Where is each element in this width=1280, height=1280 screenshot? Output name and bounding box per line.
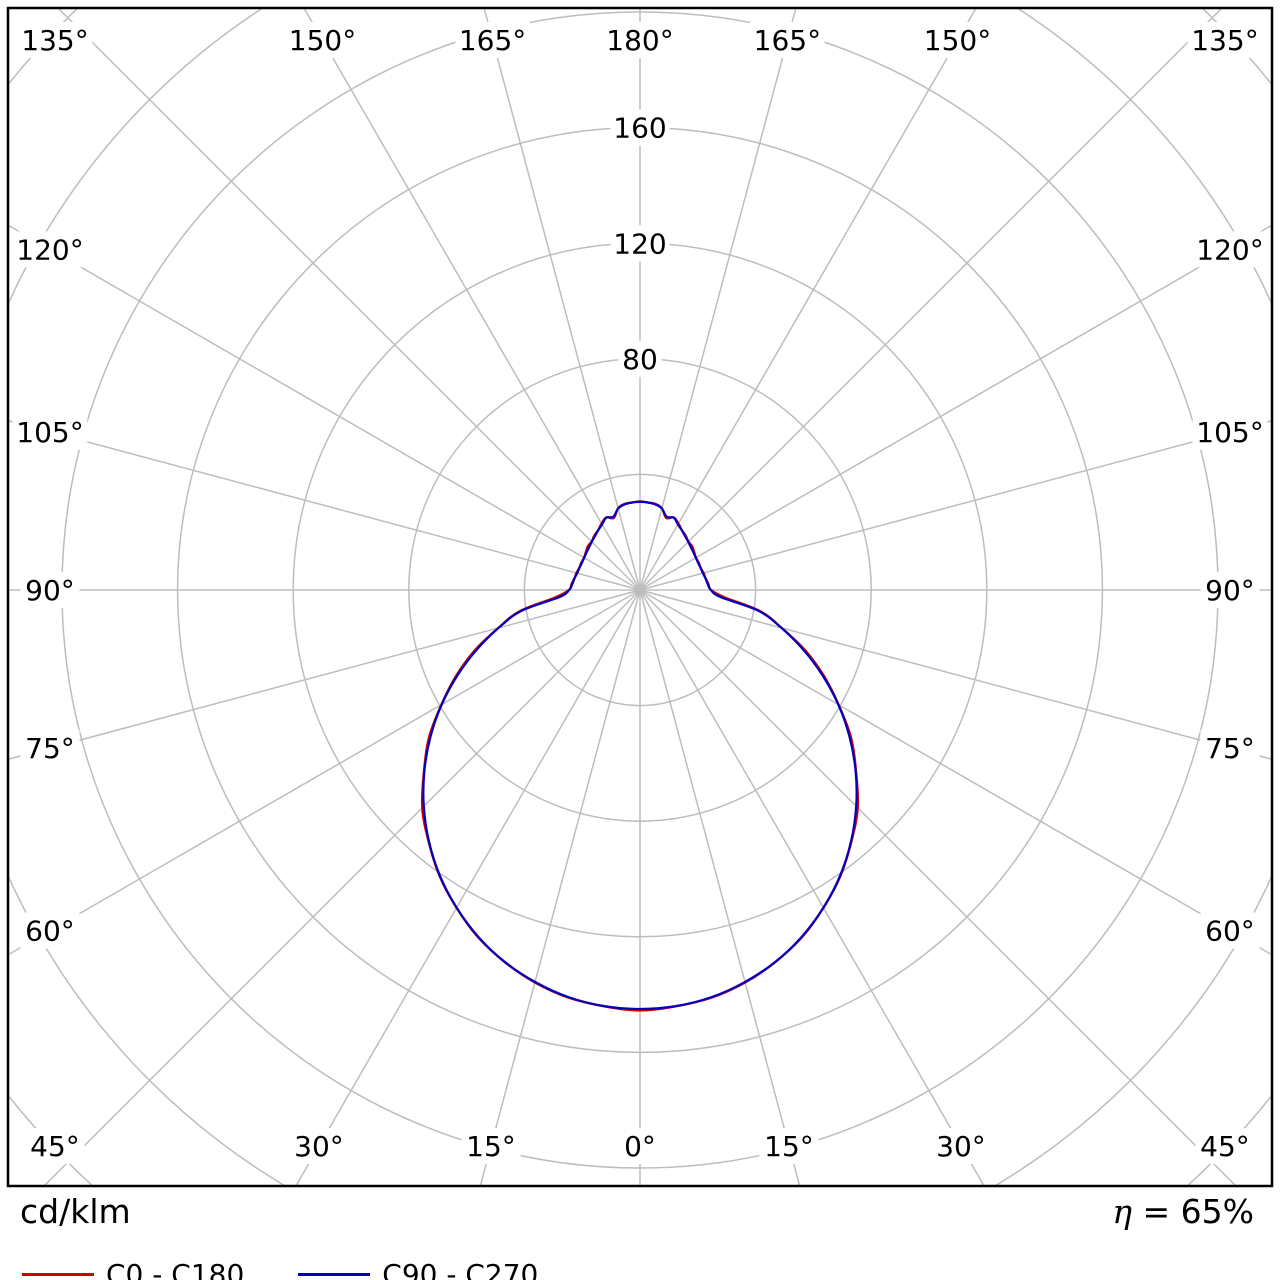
svg-text:45°: 45°	[1200, 1130, 1250, 1163]
svg-text:150°: 150°	[289, 24, 356, 57]
svg-text:180°: 180°	[606, 24, 673, 57]
svg-text:90°: 90°	[25, 574, 75, 607]
svg-text:15°: 15°	[764, 1130, 814, 1163]
svg-text:120: 120	[613, 227, 666, 260]
eta-symbol: η	[1112, 1192, 1133, 1231]
efficiency-label: η = 65%	[1112, 1192, 1254, 1231]
legend-item-c0-c180: C0 - C180	[22, 1258, 244, 1280]
svg-text:30°: 30°	[294, 1130, 344, 1163]
legend-label-c90-c270: C90 - C270	[382, 1258, 539, 1280]
svg-text:120°: 120°	[16, 233, 83, 266]
svg-text:135°: 135°	[21, 24, 88, 57]
svg-text:105°: 105°	[1196, 416, 1263, 449]
svg-text:160: 160	[613, 112, 666, 145]
svg-text:0°: 0°	[624, 1130, 656, 1163]
svg-text:165°: 165°	[459, 24, 526, 57]
svg-text:45°: 45°	[30, 1130, 80, 1163]
units-label: cd/klm	[20, 1192, 131, 1231]
svg-text:75°: 75°	[1205, 732, 1255, 765]
svg-text:105°: 105°	[16, 416, 83, 449]
svg-text:120°: 120°	[1196, 233, 1263, 266]
svg-text:80: 80	[622, 343, 658, 376]
svg-text:165°: 165°	[754, 24, 821, 57]
svg-text:15°: 15°	[466, 1130, 516, 1163]
svg-text:75°: 75°	[25, 732, 75, 765]
svg-text:135°: 135°	[1191, 24, 1258, 57]
legend-line-blue	[298, 1273, 371, 1276]
legend-label-c0-c180: C0 - C180	[106, 1258, 245, 1280]
legend: C0 - C180 C90 - C270	[22, 1258, 538, 1280]
svg-text:30°: 30°	[936, 1130, 986, 1163]
eta-value: = 65%	[1132, 1192, 1255, 1231]
svg-text:60°: 60°	[1205, 915, 1255, 948]
legend-item-c90-c270: C90 - C270	[298, 1258, 538, 1280]
legend-line-red	[22, 1273, 94, 1276]
svg-text:60°: 60°	[25, 915, 75, 948]
svg-text:150°: 150°	[924, 24, 991, 57]
svg-text:90°: 90°	[1205, 574, 1255, 607]
